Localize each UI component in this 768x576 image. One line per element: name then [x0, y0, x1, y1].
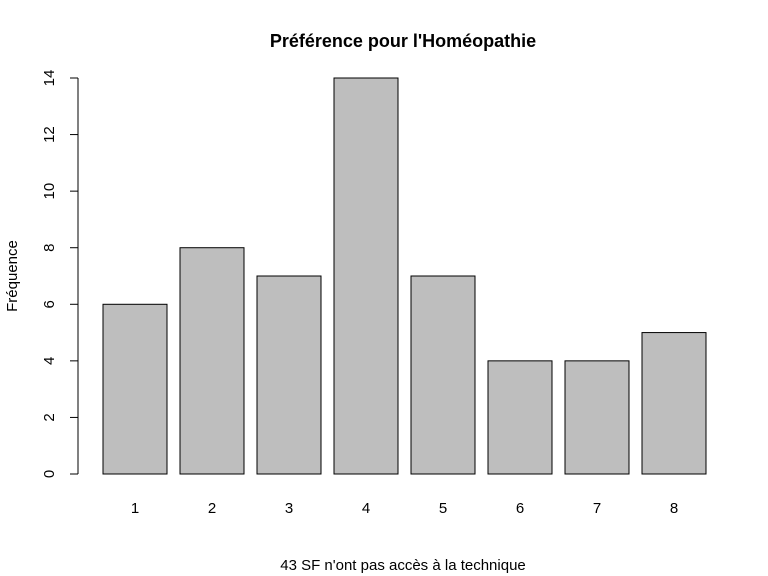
bar-7 — [564, 360, 630, 475]
y-tick-label: 8 — [41, 244, 58, 252]
bar-8 — [641, 332, 707, 475]
y-tick-label: 4 — [41, 357, 58, 365]
bar-2 — [179, 247, 245, 475]
bar-6 — [487, 360, 553, 475]
x-tick-label: 7 — [593, 500, 601, 517]
bars — [102, 77, 707, 475]
x-tick-label: 4 — [362, 500, 370, 517]
x-tick-label: 8 — [670, 500, 678, 517]
x-tick-label: 6 — [516, 500, 524, 517]
y-tick-label: 12 — [41, 126, 58, 143]
chart-title: Préférence pour l'Homéopathie — [270, 31, 536, 51]
bar-4 — [333, 77, 399, 475]
y-tick-label: 0 — [41, 470, 58, 478]
y-tick-label: 14 — [41, 70, 58, 87]
x-tick-label: 2 — [208, 500, 216, 517]
y-tick-label: 6 — [41, 300, 58, 308]
x-axis-label: 43 SF n'ont pas accès à la technique — [280, 557, 526, 574]
y-tick-label: 10 — [41, 183, 58, 200]
x-tick-labels: 1 2 3 4 5 6 7 8 — [131, 500, 678, 517]
bar-5 — [410, 275, 476, 475]
y-tick-label: 2 — [41, 413, 58, 421]
bar-1 — [102, 303, 168, 475]
bar-3 — [256, 275, 322, 475]
y-axis: 0 2 4 6 8 10 12 14 — [41, 70, 79, 478]
y-axis-label: Fréquence — [4, 240, 21, 312]
x-tick-label: 3 — [285, 500, 293, 517]
x-tick-label: 1 — [131, 500, 139, 517]
x-tick-label: 5 — [439, 500, 447, 517]
